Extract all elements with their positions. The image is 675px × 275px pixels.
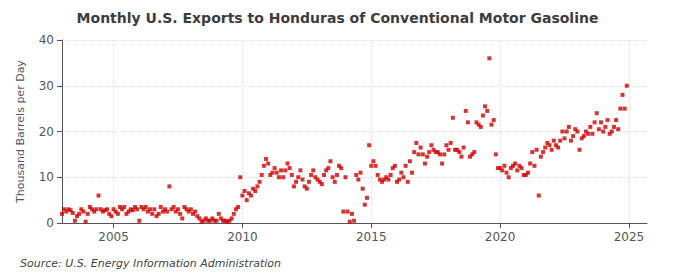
svg-text:2005: 2005 xyxy=(98,230,129,244)
svg-text:2025: 2025 xyxy=(614,230,645,244)
svg-text:40: 40 xyxy=(39,33,54,47)
svg-text:2015: 2015 xyxy=(356,230,387,244)
svg-text:30: 30 xyxy=(39,79,54,93)
svg-text:2010: 2010 xyxy=(227,230,258,244)
svg-text:Monthly U.S. Exports to Hondur: Monthly U.S. Exports to Honduras of Conv… xyxy=(77,10,599,26)
svg-text:10: 10 xyxy=(39,170,54,184)
svg-text:0: 0 xyxy=(46,216,54,230)
svg-text:Thousand Barrels per Day: Thousand Barrels per Day xyxy=(14,60,27,204)
svg-text:20: 20 xyxy=(39,125,54,139)
svg-text:2020: 2020 xyxy=(485,230,516,244)
svg-text:Source: U.S. Energy Informatio: Source: U.S. Energy Information Administ… xyxy=(20,257,281,270)
